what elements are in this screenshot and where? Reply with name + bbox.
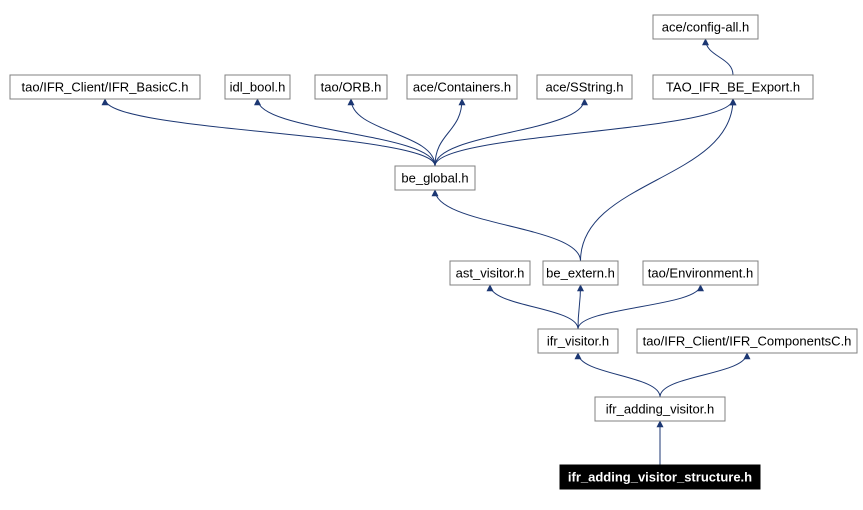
node-label: tao/Environment.h bbox=[648, 266, 754, 281]
graph-node: idl_bool.h bbox=[225, 75, 290, 99]
node-label: ace/config-all.h bbox=[662, 20, 749, 35]
node-label: ifr_visitor.h bbox=[547, 334, 609, 349]
node-label: TAO_IFR_BE_Export.h bbox=[666, 80, 800, 95]
node-label: idl_bool.h bbox=[230, 80, 286, 95]
graph-node: be_extern.h bbox=[543, 261, 618, 285]
node-label: be_global.h bbox=[401, 171, 468, 186]
edge bbox=[706, 39, 734, 75]
node-label: tao/ORB.h bbox=[321, 80, 382, 95]
node-label: tao/IFR_Client/IFR_ComponentsC.h bbox=[643, 334, 852, 349]
edge bbox=[578, 285, 701, 329]
node-label: ace/SString.h bbox=[545, 80, 623, 95]
graph-node: ifr_adding_visitor.h bbox=[595, 397, 725, 421]
node-label: ast_visitor.h bbox=[456, 266, 525, 281]
edge bbox=[258, 99, 436, 166]
edge bbox=[578, 285, 581, 329]
graph-node: ace/Containers.h bbox=[407, 75, 517, 99]
node-label: ace/Containers.h bbox=[413, 80, 511, 95]
edge bbox=[435, 99, 585, 166]
graph-node: ifr_visitor.h bbox=[538, 329, 618, 353]
dependency-graph: ifr_adding_visitor_structure.h ifr_adding… bbox=[0, 0, 863, 510]
node-label: ifr_adding_visitor_structure.h bbox=[568, 470, 752, 485]
graph-node: ace/SString.h bbox=[537, 75, 632, 99]
edge bbox=[105, 99, 435, 166]
graph-node: ace/config-all.h bbox=[653, 15, 758, 39]
graph-node: tao/IFR_Client/IFR_ComponentsC.h bbox=[637, 329, 857, 353]
edge bbox=[490, 285, 578, 329]
node-label: ifr_adding_visitor.h bbox=[606, 402, 714, 417]
graph-node: tao/Environment.h bbox=[643, 261, 758, 285]
graph-node: TAO_IFR_BE_Export.h bbox=[653, 75, 813, 99]
graph-node: tao/ORB.h bbox=[315, 75, 387, 99]
graph-node: ifr_adding_visitor_structure.h bbox=[560, 465, 760, 489]
graph-node: be_global.h bbox=[395, 166, 475, 190]
node-label: tao/IFR_Client/IFR_BasicC.h bbox=[22, 80, 189, 95]
edge bbox=[435, 99, 462, 166]
graph-node: ast_visitor.h bbox=[450, 261, 530, 285]
graph-node: tao/IFR_Client/IFR_BasicC.h bbox=[10, 75, 200, 99]
edge bbox=[660, 353, 747, 397]
node-label: be_extern.h bbox=[546, 266, 615, 281]
edge bbox=[578, 353, 660, 397]
edge bbox=[435, 99, 733, 166]
edge bbox=[435, 190, 581, 261]
